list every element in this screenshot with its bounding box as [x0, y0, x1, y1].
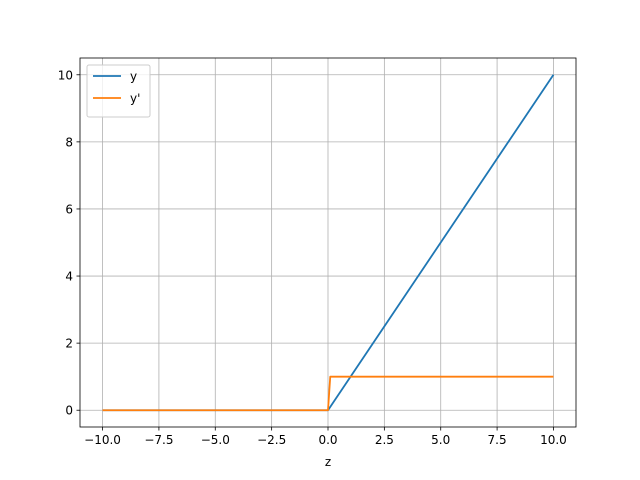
- legend-label: y': [130, 92, 140, 106]
- x-tick-label: −7.5: [144, 433, 173, 447]
- y-axis-ticks: 0 2 4 6 8 10: [58, 68, 80, 418]
- x-tick-label: −10.0: [84, 433, 121, 447]
- y-tick-label: 4: [65, 270, 73, 284]
- series-line-y-prime: [102, 375, 554, 412]
- series-lines: [102, 74, 555, 412]
- x-axis-ticks: −10.0 −7.5 −5.0 −2.5 0.0 2.5 5.0 7.5 10.0: [84, 427, 567, 447]
- x-axis-label: z: [325, 455, 331, 469]
- y-tick-label: 6: [65, 202, 73, 216]
- y-tick-label: 8: [65, 135, 73, 149]
- x-tick-label: 10.0: [540, 433, 567, 447]
- x-tick-label: 7.5: [488, 433, 507, 447]
- x-tick-label: 2.5: [375, 433, 394, 447]
- legend-box: [86, 64, 151, 118]
- x-tick-label: 5.0: [431, 433, 450, 447]
- grid: [80, 58, 576, 427]
- y-tick-label: 10: [58, 68, 73, 82]
- y-tick-label: 0: [65, 404, 73, 418]
- legend: y y': [86, 64, 151, 118]
- x-tick-label: 0.0: [318, 433, 337, 447]
- y-tick-label: 2: [65, 337, 73, 351]
- x-tick-label: −2.5: [257, 433, 286, 447]
- legend-label: y: [130, 70, 137, 84]
- x-tick-label: −5.0: [201, 433, 230, 447]
